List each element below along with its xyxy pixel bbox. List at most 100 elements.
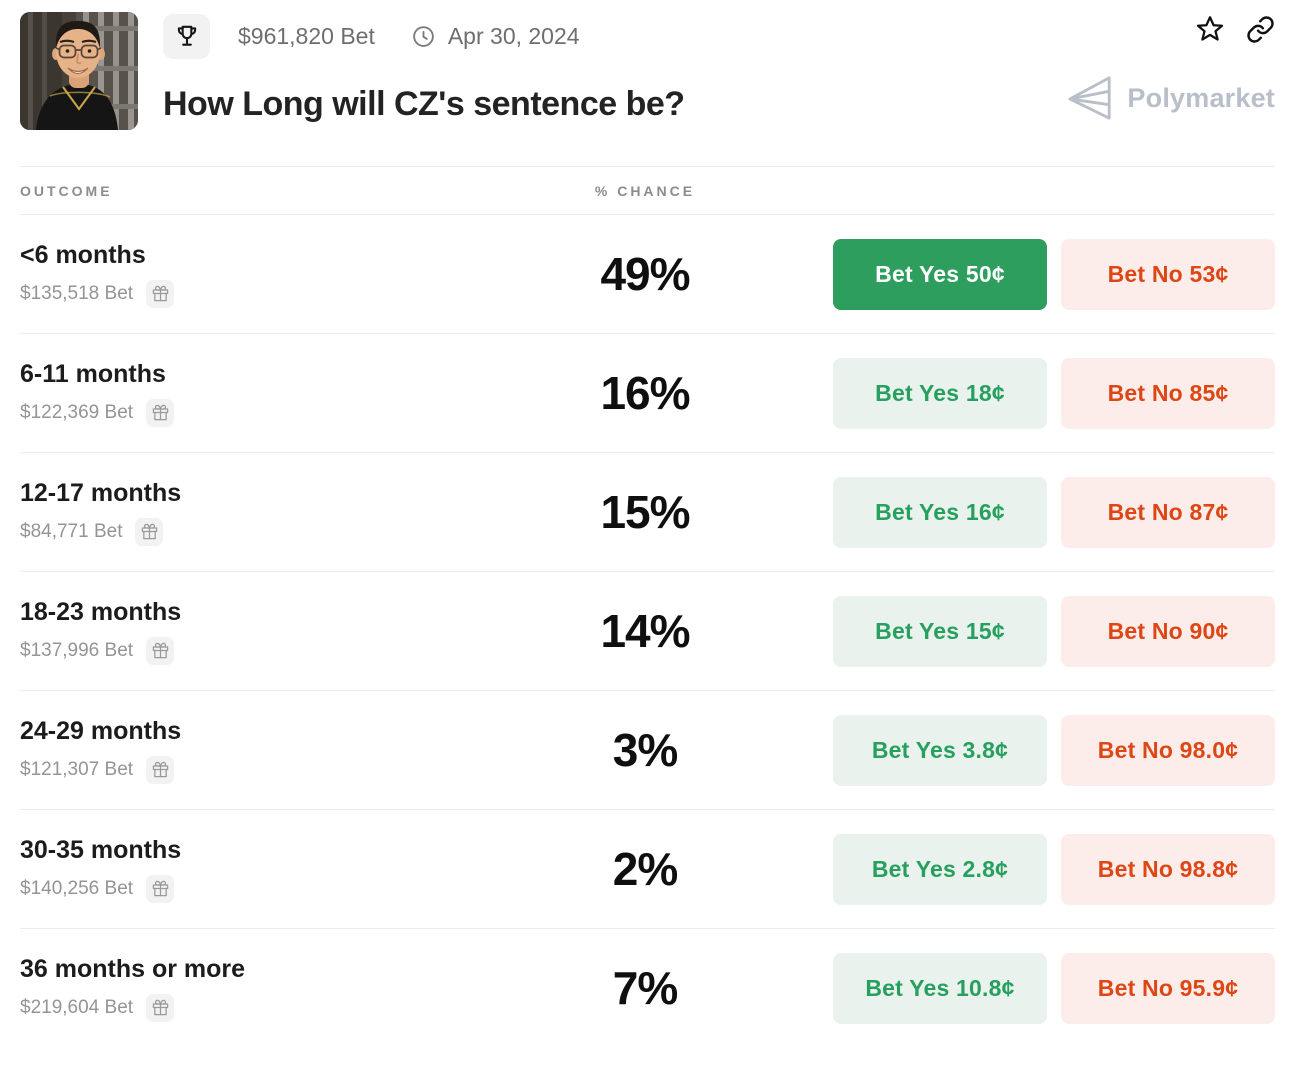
bet-no-button[interactable]: Bet No 95.9¢ — [1061, 952, 1275, 1024]
column-header-divider — [20, 214, 1275, 215]
gift-icon[interactable] — [135, 517, 164, 546]
chance-column-header: % CHANCE — [594, 182, 696, 199]
outcome-row: <6 months $135,518 Bet 49% Bet Yes 50¢ B… — [20, 215, 1275, 333]
outcome-title: 36 months or more — [20, 954, 246, 983]
outcome-subline: $122,369 Bet — [20, 398, 520, 427]
outcome-row: 36 months or more $219,604 Bet 7% Bet Ye… — [20, 929, 1275, 1047]
outcome-subline: $140,256 Bet — [20, 874, 520, 903]
bet-yes-button[interactable]: Bet Yes 16¢ — [833, 476, 1047, 548]
outcome-bet-amount: $219,604 Bet — [20, 996, 134, 1018]
cz-portrait-image — [20, 12, 138, 130]
bet-buttons: Bet Yes 18¢ Bet No 85¢ — [833, 357, 1275, 429]
chance-value: 15% — [600, 486, 690, 538]
bet-yes-button[interactable]: Bet Yes 18¢ — [833, 357, 1047, 429]
outcome-title: 24-29 months — [20, 716, 182, 745]
bet-yes-button[interactable]: Bet Yes 10.8¢ — [833, 952, 1047, 1024]
outcome-row: 24-29 months $121,307 Bet 3% Bet Yes 3.8… — [20, 691, 1275, 809]
outcome-cell: 36 months or more $219,604 Bet — [20, 955, 520, 1022]
bet-yes-button[interactable]: Bet Yes 50¢ — [833, 238, 1047, 310]
link-icon[interactable] — [1245, 14, 1275, 44]
gift-icon[interactable] — [146, 636, 175, 665]
header-divider — [20, 166, 1275, 167]
outcome-title: 30-35 months — [20, 835, 182, 864]
market-meta: $961,820 Bet Apr 30, 2024 — [163, 13, 685, 59]
brand-name: Polymarket — [1127, 82, 1275, 113]
outcome-bet-amount: $135,518 Bet — [20, 282, 134, 304]
outcome-row: 12-17 months $84,771 Bet 15% Bet Yes 16¢… — [20, 453, 1275, 571]
bet-no-button[interactable]: Bet No 85¢ — [1061, 357, 1275, 429]
row-divider — [20, 452, 1275, 453]
market-header: $961,820 Bet Apr 30, 2024 How Long will … — [20, 0, 1275, 166]
star-icon[interactable] — [1195, 14, 1225, 44]
header-right: Polymarket — [1067, 14, 1275, 122]
bet-buttons: Bet Yes 3.8¢ Bet No 98.0¢ — [833, 714, 1275, 786]
bet-buttons: Bet Yes 10.8¢ Bet No 95.9¢ — [833, 952, 1275, 1024]
market-end-date: Apr 30, 2024 — [447, 22, 580, 49]
row-divider — [20, 333, 1275, 334]
bet-no-button[interactable]: Bet No 53¢ — [1061, 238, 1275, 310]
outcome-subline: $219,604 Bet — [20, 993, 520, 1022]
bet-buttons: Bet Yes 50¢ Bet No 53¢ — [833, 238, 1275, 310]
outcome-cell: 24-29 months $121,307 Bet — [20, 717, 520, 784]
gift-icon[interactable] — [146, 279, 175, 308]
chance-value: 7% — [612, 962, 678, 1014]
bet-no-button[interactable]: Bet No 90¢ — [1061, 595, 1275, 667]
outcome-cell: 12-17 months $84,771 Bet — [20, 479, 520, 546]
outcome-subline: $135,518 Bet — [20, 279, 520, 308]
table-column-headers: OUTCOME % CHANCE — [20, 167, 1275, 214]
bet-no-button[interactable]: Bet No 98.8¢ — [1061, 833, 1275, 905]
outcome-row: 18-23 months $137,996 Bet 14% Bet Yes 15… — [20, 572, 1275, 690]
total-bet-amount: $961,820 Bet — [238, 22, 375, 49]
gift-icon[interactable] — [146, 993, 175, 1022]
outcome-subline: $121,307 Bet — [20, 755, 520, 784]
outcome-cell: 30-35 months $140,256 Bet — [20, 836, 520, 903]
bet-no-button[interactable]: Bet No 87¢ — [1061, 476, 1275, 548]
trophy-icon — [163, 13, 210, 59]
outcome-cell: 6-11 months $122,369 Bet — [20, 360, 520, 427]
outcome-title: 18-23 months — [20, 597, 182, 626]
polymarket-logo — [1068, 76, 1112, 120]
bet-yes-button[interactable]: Bet Yes 3.8¢ — [833, 714, 1047, 786]
outcome-row: 30-35 months $140,256 Bet 2% Bet Yes 2.8… — [20, 810, 1275, 928]
chance-value: 49% — [600, 248, 690, 300]
outcome-bet-amount: $84,771 Bet — [20, 520, 123, 542]
outcome-row: 6-11 months $122,369 Bet 16% Bet Yes 18¢… — [20, 334, 1275, 452]
polymarket-brand[interactable]: Polymarket — [1067, 74, 1275, 122]
outcome-title: 6-11 months — [20, 359, 166, 388]
outcome-cell: <6 months $135,518 Bet — [20, 241, 520, 308]
outcome-column-header: OUTCOME — [20, 182, 113, 199]
outcome-bet-amount: $121,307 Bet — [20, 758, 134, 780]
outcome-subline: $84,771 Bet — [20, 517, 520, 546]
row-divider — [20, 928, 1275, 929]
chance-value: 2% — [612, 843, 678, 895]
row-divider — [20, 690, 1275, 691]
page-title: How Long will CZ's sentence be? — [163, 85, 685, 123]
chance-value: 14% — [600, 605, 690, 657]
clock-icon — [411, 24, 436, 49]
outcome-cell: 18-23 months $137,996 Bet — [20, 598, 520, 665]
chance-value: 16% — [600, 367, 690, 419]
row-divider — [20, 571, 1275, 572]
header-main: $961,820 Bet Apr 30, 2024 How Long will … — [163, 0, 685, 124]
outcome-bet-amount: $140,256 Bet — [20, 877, 134, 899]
outcome-bet-amount: $137,996 Bet — [20, 639, 134, 661]
outcome-subline: $137,996 Bet — [20, 636, 520, 665]
bet-yes-button[interactable]: Bet Yes 2.8¢ — [833, 833, 1047, 905]
gift-icon[interactable] — [146, 398, 175, 427]
chance-value: 3% — [612, 724, 678, 776]
gift-icon[interactable] — [146, 874, 175, 903]
header-actions — [1195, 14, 1275, 44]
bet-buttons: Bet Yes 2.8¢ Bet No 98.8¢ — [833, 833, 1275, 905]
outcome-rows: <6 months $135,518 Bet 49% Bet Yes 50¢ B… — [20, 215, 1275, 1047]
outcome-bet-amount: $122,369 Bet — [20, 401, 134, 423]
market-avatar — [20, 12, 138, 130]
bet-buttons: Bet Yes 16¢ Bet No 87¢ — [833, 476, 1275, 548]
outcome-title: 12-17 months — [20, 478, 182, 507]
outcome-title: <6 months — [20, 240, 146, 269]
bet-no-button[interactable]: Bet No 98.0¢ — [1061, 714, 1275, 786]
bet-buttons: Bet Yes 15¢ Bet No 90¢ — [833, 595, 1275, 667]
gift-icon[interactable] — [146, 755, 175, 784]
row-divider — [20, 809, 1275, 810]
bet-yes-button[interactable]: Bet Yes 15¢ — [833, 595, 1047, 667]
